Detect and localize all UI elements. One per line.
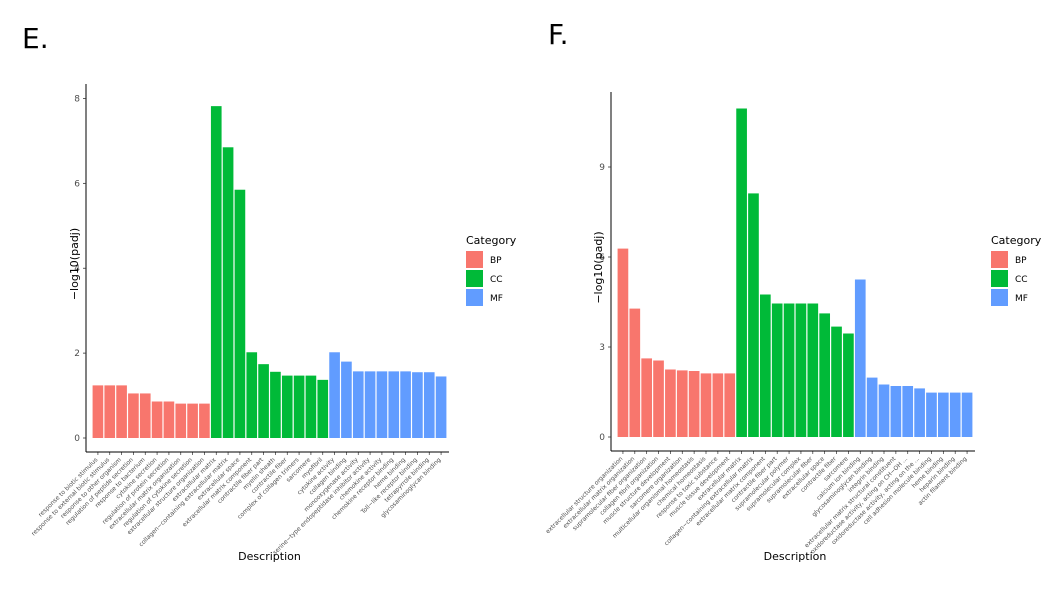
y-tick-label: 6: [599, 253, 605, 263]
legend-label-cc: CC: [1015, 275, 1028, 285]
bar-cc: [305, 375, 317, 438]
panel-label-f: F.: [548, 18, 569, 51]
legend-key-bp: [991, 251, 1008, 268]
y-tick-label: 9: [599, 163, 605, 173]
legend-key-mf: [466, 289, 483, 306]
bar-bp: [629, 308, 641, 437]
legend-label-mf: MF: [490, 294, 503, 304]
bar-bp: [199, 403, 210, 438]
x-axis-title: Description: [238, 550, 301, 563]
bar-bp: [641, 358, 653, 437]
legend-label-cc: CC: [490, 275, 503, 285]
bar-mf: [341, 361, 352, 438]
bar-mf: [937, 392, 949, 437]
bar-cc: [831, 326, 842, 437]
bar-bp: [724, 373, 736, 437]
bar-bp: [139, 393, 151, 438]
bar-mf: [412, 372, 423, 438]
y-tick-label: 4: [74, 264, 80, 274]
bar-bp: [116, 385, 127, 438]
y-tick-label: 3: [599, 343, 605, 353]
bar-bp: [151, 401, 163, 438]
y-tick-label: 2: [74, 349, 80, 359]
bar-bp: [700, 373, 712, 437]
bar-mf: [878, 384, 890, 437]
bar-cc: [795, 303, 807, 437]
bar-bp: [175, 403, 187, 438]
bar-mf: [388, 371, 400, 438]
x-axis-title: Description: [764, 550, 827, 563]
bar-cc: [210, 106, 222, 438]
bar-bp: [712, 373, 724, 437]
bar-mf: [902, 386, 914, 437]
bar-cc: [270, 371, 281, 438]
legend-title: Category: [466, 234, 517, 247]
bar-mf: [890, 386, 902, 437]
bar-mf: [352, 371, 364, 438]
bar-cc: [258, 364, 269, 438]
bar-bp: [688, 371, 700, 437]
bar-bp: [128, 393, 139, 438]
legend-key-cc: [466, 270, 483, 287]
bar-cc: [246, 352, 258, 438]
bar-cc: [819, 313, 831, 437]
bar-bp: [104, 385, 116, 438]
bar-cc: [843, 333, 854, 437]
bar-cc: [281, 375, 293, 438]
bar-mf: [949, 392, 961, 437]
bar-cc: [771, 303, 783, 437]
y-axis-title: −log10(padj): [68, 228, 81, 300]
bar-cc: [759, 294, 771, 437]
y-tick-label: 6: [74, 179, 80, 189]
bar-cc: [748, 193, 759, 437]
legend-title: Category: [991, 234, 1042, 247]
panel-label-e: E.: [22, 22, 49, 55]
y-tick-label: 0: [74, 434, 80, 444]
y-tick-label: 0: [599, 433, 605, 443]
legend-label-bp: BP: [490, 256, 502, 266]
bar-bp: [92, 385, 104, 438]
legend-key-mf: [991, 289, 1008, 306]
bar-cc: [736, 108, 747, 437]
bar-mf: [400, 371, 411, 438]
bar-cc: [234, 189, 246, 438]
bar-bp: [187, 403, 198, 438]
bar-mf: [376, 371, 388, 438]
bar-mf: [364, 371, 376, 438]
bar-mf: [866, 377, 878, 437]
bar-mf: [914, 388, 925, 437]
bar-mf: [423, 372, 435, 438]
bar-mf: [961, 392, 973, 437]
y-axis-title: −log10(padj): [592, 231, 605, 303]
legend-label-mf: MF: [1015, 294, 1028, 304]
bar-bp: [676, 370, 688, 437]
y-tick-label: 8: [74, 94, 80, 104]
bar-mf: [926, 392, 937, 437]
bar-bp: [617, 248, 629, 437]
bar-bp: [163, 401, 175, 438]
bar-cc: [783, 303, 795, 437]
bar-cc: [293, 375, 305, 438]
legend-label-bp: BP: [1015, 256, 1027, 266]
legend-key-cc: [991, 270, 1008, 287]
bar-bp: [665, 369, 676, 437]
bar-cc: [317, 379, 329, 438]
bar-cc: [222, 147, 234, 439]
bar-bp: [653, 360, 664, 437]
bar-mf: [854, 279, 866, 437]
bar-cc: [807, 303, 819, 437]
bar-mf: [435, 376, 447, 438]
bar-mf: [329, 352, 340, 438]
legend-key-bp: [466, 251, 483, 268]
